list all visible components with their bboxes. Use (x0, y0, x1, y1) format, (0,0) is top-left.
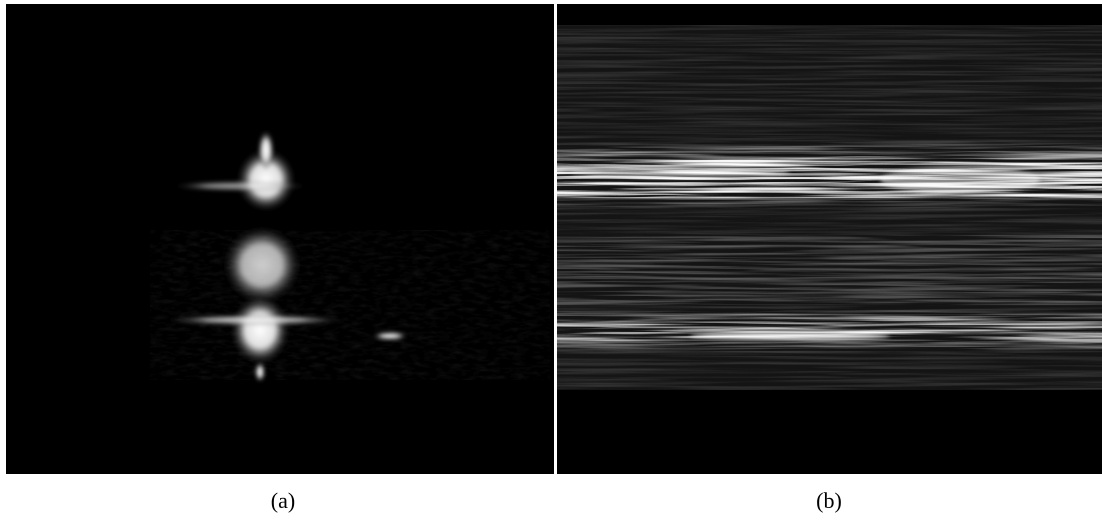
panel-b-image (557, 4, 1102, 474)
panel-a-image (6, 4, 554, 474)
caption: (b) (816, 488, 842, 513)
caption: (a) (271, 488, 295, 513)
